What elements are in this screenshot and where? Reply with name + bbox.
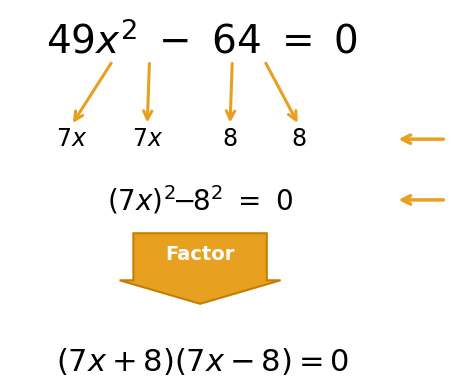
Text: $(7x)^2\!\!-\!\!8^2\ =\ 0$: $(7x)^2\!\!-\!\!8^2\ =\ 0$ [107, 183, 292, 216]
Text: $(7x+8)(7x-8)=0$: $(7x+8)(7x-8)=0$ [56, 347, 348, 378]
Text: $8$: $8$ [222, 127, 237, 151]
Text: $49x^2\ -\ 64\ =\ 0$: $49x^2\ -\ 64\ =\ 0$ [46, 21, 358, 61]
Polygon shape [119, 233, 280, 304]
Text: $8$: $8$ [291, 127, 306, 151]
Text: $7x$: $7x$ [56, 127, 87, 151]
Text: Factor: Factor [165, 245, 234, 264]
Text: $7x$: $7x$ [131, 127, 162, 151]
